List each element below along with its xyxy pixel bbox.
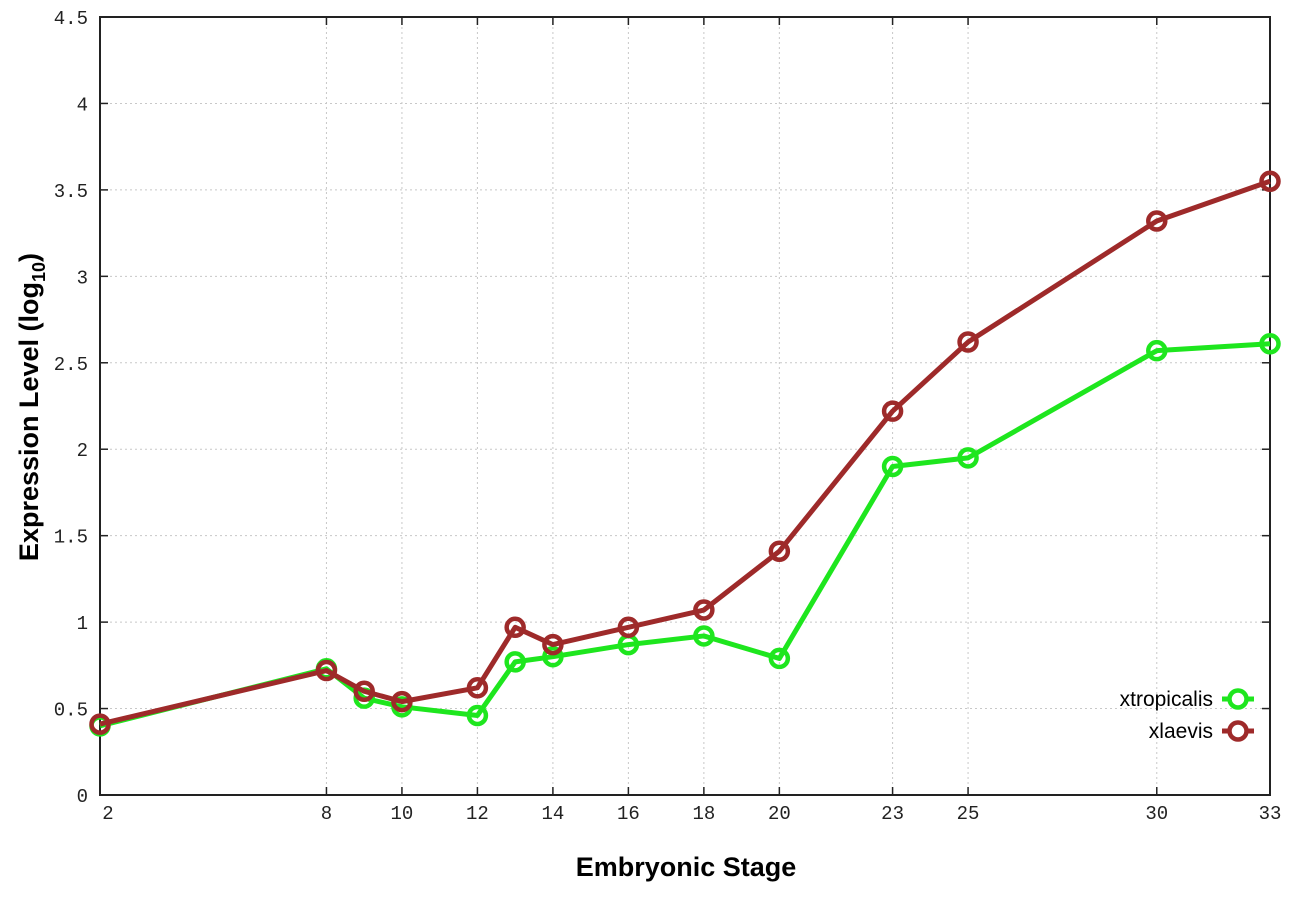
y-axis-label-main: Expression Level (log bbox=[14, 282, 44, 561]
y-axis-label-subscript: 10 bbox=[29, 262, 49, 282]
y-tick-label: 0.5 bbox=[54, 700, 88, 722]
data-point-xlaevis bbox=[466, 677, 489, 699]
data-point-xlaevis bbox=[504, 616, 526, 639]
y-tick-label: 1 bbox=[77, 613, 88, 635]
y-tick-label: 4.5 bbox=[54, 8, 88, 30]
data-point-xtropicalis bbox=[466, 704, 489, 727]
data-point-xtropicalis bbox=[1146, 339, 1168, 362]
y-tick-label: 2.5 bbox=[54, 354, 88, 376]
legend: xtropicalis xlaevis bbox=[1120, 688, 1254, 743]
x-tick-label: 33 bbox=[1259, 803, 1282, 825]
x-tick-label: 30 bbox=[1145, 803, 1168, 825]
legend-marker-xlaevis bbox=[1227, 720, 1249, 742]
data-point-xtropicalis bbox=[957, 447, 979, 469]
y-tick-label: 0 bbox=[77, 786, 88, 808]
y-axis-label: Expression Level (log10) bbox=[14, 253, 49, 561]
x-tick-label: 20 bbox=[768, 803, 791, 825]
data-point-xlaevis bbox=[315, 659, 338, 682]
series-group bbox=[89, 170, 1281, 737]
x-axis-label: Embryonic Stage bbox=[576, 852, 797, 882]
series-line-xlaevis bbox=[99, 178, 1271, 727]
data-point-xlaevis bbox=[957, 331, 979, 353]
legend-label: xlaevis bbox=[1149, 720, 1213, 743]
x-tick-label: 10 bbox=[391, 803, 414, 825]
y-tick-label: 3.5 bbox=[54, 181, 88, 203]
x-tick-label: 14 bbox=[541, 803, 564, 825]
axes: 0 0.5 1 1.5 2 2.5 3 3.5 4 4.5 2 8 10 12 14 16 18 20 23 25 30… bbox=[54, 8, 1282, 825]
x-tick-label: 12 bbox=[466, 803, 489, 825]
grid bbox=[100, 17, 1270, 795]
data-point-xtropicalis bbox=[881, 455, 904, 478]
data-point-xlaevis bbox=[617, 616, 640, 639]
series-line-xtropicalis bbox=[99, 341, 1271, 729]
data-point-xlaevis bbox=[391, 690, 413, 713]
y-tick-label: 2 bbox=[77, 440, 88, 462]
data-point-xlaevis bbox=[693, 599, 715, 621]
y-tick-label: 3 bbox=[77, 267, 88, 289]
y-tick-label: 1.5 bbox=[54, 527, 88, 549]
series-xtropicalis bbox=[89, 333, 1281, 737]
data-point-xlaevis bbox=[542, 633, 564, 656]
data-point-xtropicalis bbox=[768, 647, 791, 670]
data-point-xtropicalis bbox=[542, 645, 564, 668]
data-point-xtropicalis bbox=[504, 651, 526, 673]
legend-marker-xtropicalis bbox=[1227, 688, 1249, 710]
y-tick-label: 4 bbox=[77, 94, 88, 116]
data-point-xtropicalis bbox=[1259, 333, 1281, 355]
x-tick-label: 23 bbox=[881, 803, 904, 825]
data-point-xlaevis bbox=[1146, 210, 1168, 232]
x-tick-label: 8 bbox=[321, 803, 332, 825]
y-axis-label-close: ) bbox=[14, 253, 44, 262]
legend-label: xtropicalis bbox=[1120, 688, 1213, 711]
plot-frame bbox=[99, 16, 1271, 796]
data-point-xtropicalis bbox=[693, 625, 715, 647]
data-point-xlaevis bbox=[1259, 170, 1281, 192]
data-point-xlaevis bbox=[881, 400, 904, 422]
data-point-xlaevis bbox=[89, 713, 111, 735]
x-tick-label: 16 bbox=[617, 803, 640, 825]
x-tick-label: 2 bbox=[102, 803, 113, 825]
data-point-xlaevis bbox=[768, 540, 791, 562]
series-xlaevis bbox=[89, 170, 1281, 735]
x-tick-label: 18 bbox=[692, 803, 715, 825]
data-point-xlaevis bbox=[353, 680, 375, 703]
x-tick-label: 25 bbox=[957, 803, 980, 825]
